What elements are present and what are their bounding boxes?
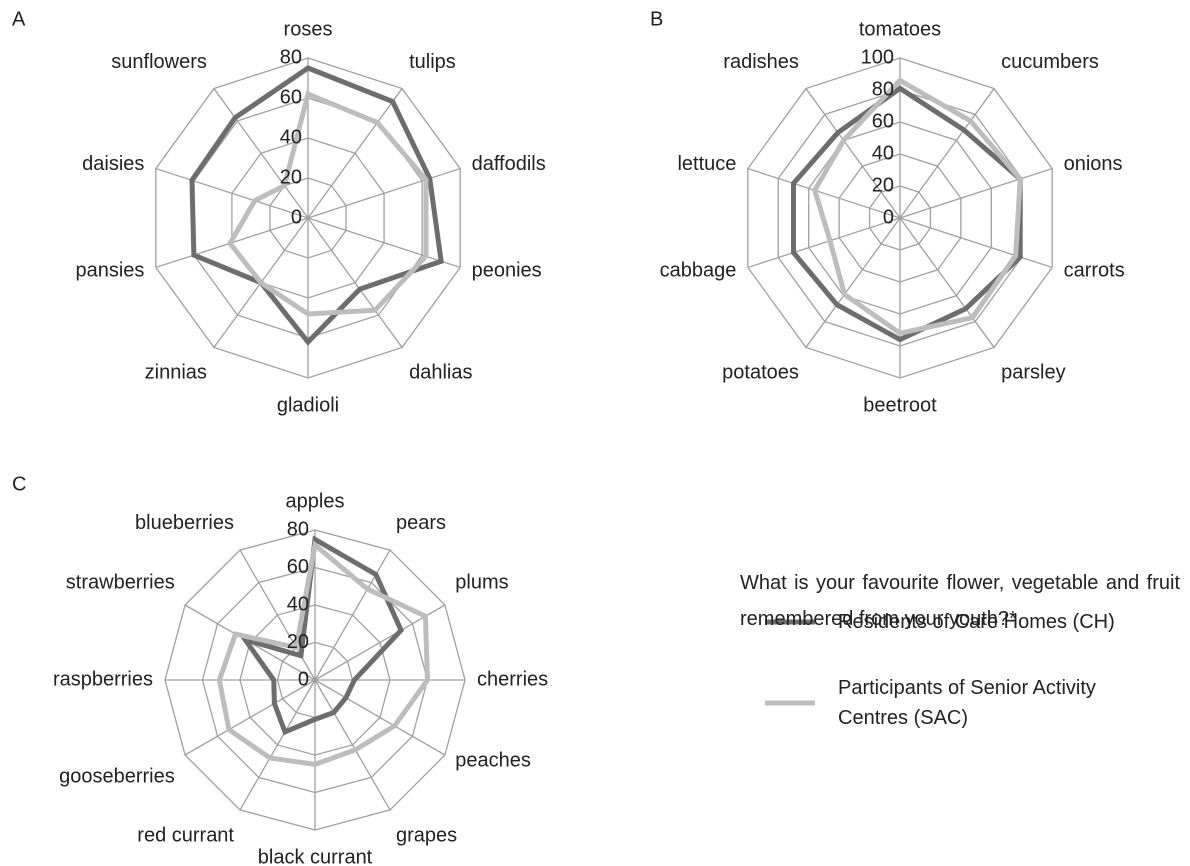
tick-label: 60 [287, 556, 309, 578]
tick-label: 0 [298, 668, 309, 690]
series-line [227, 90, 429, 317]
category-label: daffodils [472, 153, 546, 175]
category-label: red currant [137, 825, 234, 847]
tick-label: 40 [287, 593, 309, 615]
category-label: lettuce [677, 153, 736, 175]
spoke [805, 217, 901, 348]
spoke [899, 88, 995, 219]
panel-label: C [12, 473, 26, 495]
category-label: gladioli [277, 394, 339, 416]
category-label: dahlias [409, 361, 472, 383]
category-label: roses [284, 18, 333, 40]
category-label: parsley [1001, 361, 1065, 383]
spoke [184, 679, 316, 756]
tick-label: 20 [280, 166, 302, 188]
spoke [314, 679, 391, 811]
category-label: carrots [1064, 259, 1125, 281]
legend-label: Participants of Senior Activity Centres … [838, 677, 1096, 729]
category-label: tulips [409, 51, 456, 73]
category-label: radishes [723, 51, 799, 73]
category-label: cherries [477, 668, 548, 690]
tick-label: 0 [291, 206, 302, 228]
category-label: grapes [396, 825, 457, 847]
category-label: cabbage [660, 259, 737, 281]
tick-label: 0 [883, 206, 894, 228]
spoke [314, 679, 446, 756]
spoke [805, 88, 901, 219]
tick-label: 60 [872, 110, 894, 132]
spoke [239, 679, 316, 811]
category-label: raspberries [53, 668, 153, 690]
category-label: tomatoes [859, 18, 941, 40]
spoke [747, 167, 901, 219]
category-label: peaches [455, 749, 531, 771]
category-label: zinnias [145, 361, 207, 383]
series-line [790, 85, 1023, 343]
category-label: pansies [75, 259, 144, 281]
spoke [307, 88, 403, 219]
tick-label: 40 [280, 126, 302, 148]
series-line [812, 77, 1023, 336]
series-line [239, 535, 405, 736]
tick-label: 80 [872, 78, 894, 100]
category-label: gooseberries [59, 765, 175, 787]
tick-label: 100 [861, 46, 894, 68]
tick-label: 80 [287, 518, 309, 540]
tick-label: 60 [280, 86, 302, 108]
tick-label: 80 [280, 46, 302, 68]
category-label: onions [1064, 153, 1123, 175]
category-label: daisies [82, 153, 144, 175]
spoke [213, 88, 309, 219]
category-label: sunflowers [111, 51, 207, 73]
spoke [899, 217, 1053, 269]
panel-label: B [650, 8, 663, 30]
category-label: beetroot [863, 394, 937, 416]
caption: What is your favourite flower, vegetable… [740, 572, 1180, 630]
spoke [307, 217, 403, 348]
category-label: pears [396, 512, 446, 534]
category-label: plums [455, 571, 508, 593]
tick-label: 20 [287, 631, 309, 653]
series-line [216, 540, 431, 767]
panel-label: A [12, 8, 26, 30]
tick-label: 40 [872, 142, 894, 164]
category-label: potatoes [722, 361, 799, 383]
spoke [155, 167, 309, 219]
legend-label: Residents of Care Homes (CH) [838, 611, 1115, 633]
spoke [314, 549, 391, 681]
category-label: apples [286, 490, 345, 512]
category-label: black currant [258, 846, 373, 866]
spoke [307, 217, 461, 269]
series-line [189, 65, 444, 346]
category-label: peonies [472, 259, 542, 281]
category-label: blueberries [135, 512, 234, 534]
spoke [747, 217, 901, 269]
tick-label: 20 [872, 174, 894, 196]
spoke [899, 167, 1053, 219]
spoke [307, 167, 461, 219]
category-label: cucumbers [1001, 51, 1099, 73]
category-label: strawberries [66, 571, 175, 593]
spoke [899, 217, 995, 348]
